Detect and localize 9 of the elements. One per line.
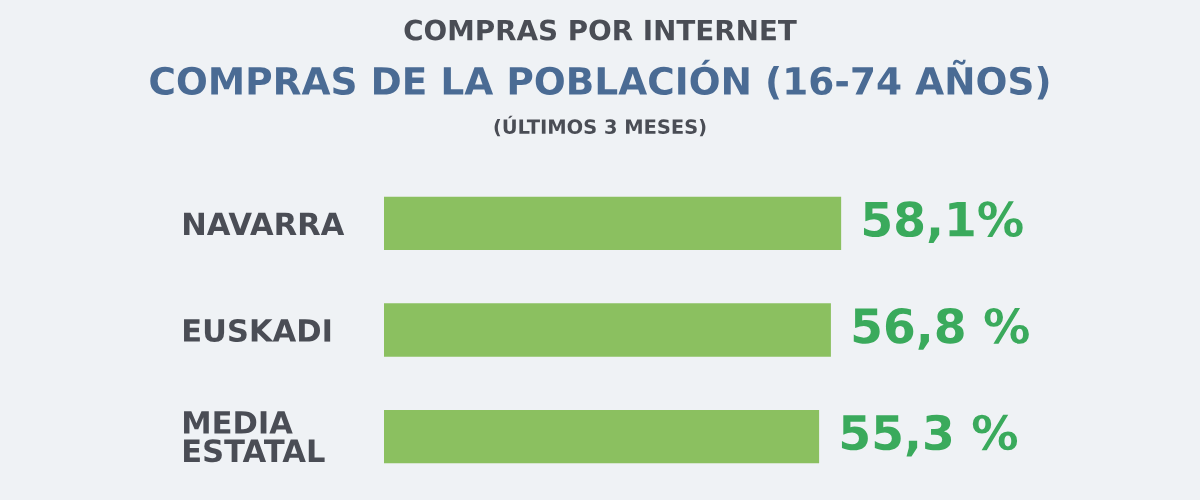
data-label: 58,1%	[863, 201, 1023, 244]
y-tick-label: MEDIA ESTATAL	[184, 411, 325, 463]
chart-subtitle: COMPRAS DE LA POBLACIÓN (16-74 AÑOS)	[150, 59, 1049, 100]
data-label: 55,3 %	[841, 414, 1018, 457]
text: (ÚLTIMOS 3 MESES)	[494, 115, 706, 137]
chart-title: COMPRAS POR INTERNET	[404, 19, 797, 41]
y-tick-label: NAVARRA	[184, 212, 345, 235]
data-label: 56,8 %	[853, 307, 1029, 350]
y-tick-label: EUSKADI	[184, 318, 331, 343]
